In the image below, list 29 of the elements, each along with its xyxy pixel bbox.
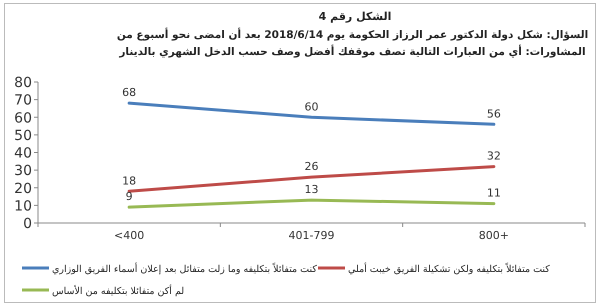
data-label: 56 (486, 107, 501, 120)
y-tick-label: 40 (14, 146, 32, 162)
y-tick-label: 0 (23, 216, 32, 232)
data-label: 32 (486, 150, 501, 163)
legend-label: كنت متفائلاً بتكليفه وما زلت متفائل بعد إعلان أسماء الفريق الوزاري (52, 262, 318, 275)
legend-item: كنت متفائلاً بتكليفه ولكن تشكيلة الفريق خيبت أملي (318, 264, 550, 275)
legend-label: كنت متفائلاً بتكليفه ولكن تشكيلة الفريق خيبت أملي (348, 262, 550, 275)
y-tick-label: 50 (14, 128, 32, 144)
data-label: 68 (122, 86, 136, 100)
data-label: 60 (304, 100, 318, 114)
y-tick-label: 70 (14, 92, 32, 109)
data-label: 26 (304, 160, 318, 174)
x-tick-label: <400 (114, 229, 144, 242)
chart-title: الشكل رقم 4 (318, 10, 392, 23)
legend-item: لم أكن متفائلا بتكليفه من الأساس (22, 286, 184, 297)
legend-item: كنت متفائلاً بتكليفه وما زلت متفائل بعد إعلان أسماء الفريق الوزاري (22, 264, 317, 275)
data-label: 18 (122, 174, 136, 188)
y-tick-label: 10 (14, 198, 32, 214)
data-label: 11 (486, 186, 501, 200)
x-tick-label: 401-799 (288, 229, 334, 242)
data-label: 9 (126, 190, 133, 204)
y-tick-label: 30 (14, 163, 32, 180)
legend-label: لم أكن متفائلا بتكليفه من الأساس (52, 284, 184, 297)
y-tick-label: 80 (14, 75, 32, 91)
data-label: 13 (304, 183, 318, 196)
chart-subtitle: السؤال: شكل دولة الدكتور عمر الرزاز الحكومة يوم 2018/6/14 بعد أن امضى نحو أسبوع من المشاورات: أي من العبارات التالية تصف موقفك أفضل وصف حسب الدخل الشهري بالدينار (116, 27, 590, 60)
y-tick-label: 20 (14, 180, 32, 197)
y-tick-label: 60 (14, 110, 32, 126)
x-tick-label: 800+ (478, 229, 509, 242)
